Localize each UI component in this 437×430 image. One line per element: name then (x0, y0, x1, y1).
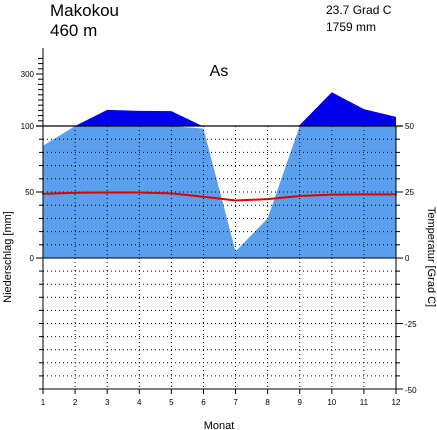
precip-area-dark-2 (297, 92, 396, 126)
temperature-point-2 (74, 191, 77, 194)
tick-label-left-50: 50 (25, 188, 34, 197)
tick-label-right-25: 25 (405, 188, 414, 197)
tick-label-right--25: -25 (405, 320, 417, 329)
temperature-point-10 (330, 193, 333, 196)
temperature-point-4 (138, 191, 141, 194)
temperature-point-7 (234, 199, 237, 202)
tick-label-right-50: 50 (405, 122, 414, 131)
y-axis-left-label: Niederschlag [mm] (2, 211, 14, 303)
annual-precipitation: 1759 mm (326, 20, 376, 34)
temperature-point-5 (170, 192, 173, 195)
tick-label-x-5: 5 (169, 398, 174, 407)
station-name: Makokou (50, 1, 119, 20)
tick-label-left-100: 100 (21, 122, 35, 131)
tick-label-left-0: 0 (30, 254, 35, 263)
temperature-point-8 (266, 198, 269, 201)
tick-label-left-300: 300 (21, 70, 35, 79)
mean-temperature: 23.7 Grad C (326, 3, 392, 17)
tick-label-x-4: 4 (137, 398, 142, 407)
temperature-point-9 (298, 194, 301, 197)
grid-overlay (43, 126, 396, 258)
tick-label-x-12: 12 (392, 398, 401, 407)
temperature-point-6 (202, 195, 205, 198)
tick-label-x-1: 1 (41, 398, 46, 407)
climate-class: As (210, 63, 229, 80)
tick-label-x-6: 6 (201, 398, 206, 407)
temperature-point-3 (106, 191, 109, 194)
temperature-point-11 (362, 193, 365, 196)
grid (43, 258, 396, 389)
tick-label-x-3: 3 (105, 398, 110, 407)
tick-label-right--50: -50 (405, 386, 417, 395)
tick-label-right-0: 0 (405, 254, 410, 263)
tick-label-x-10: 10 (327, 398, 336, 407)
tick-label-x-9: 9 (298, 398, 303, 407)
tick-label-x-2: 2 (73, 398, 78, 407)
tick-label-x-11: 11 (360, 398, 369, 407)
x-axis-label: Monat (204, 420, 235, 430)
y-axis-right-label: Temperatur [Grad C] (425, 207, 437, 307)
precip-area-dark-1 (75, 109, 203, 126)
station-elevation: 460 m (50, 21, 97, 40)
temperature-series (42, 191, 397, 202)
tick-label-x-8: 8 (265, 398, 270, 407)
tick-label-x-7: 7 (233, 398, 238, 407)
precipitation-areas (43, 92, 396, 258)
temperature-line (42, 191, 396, 202)
